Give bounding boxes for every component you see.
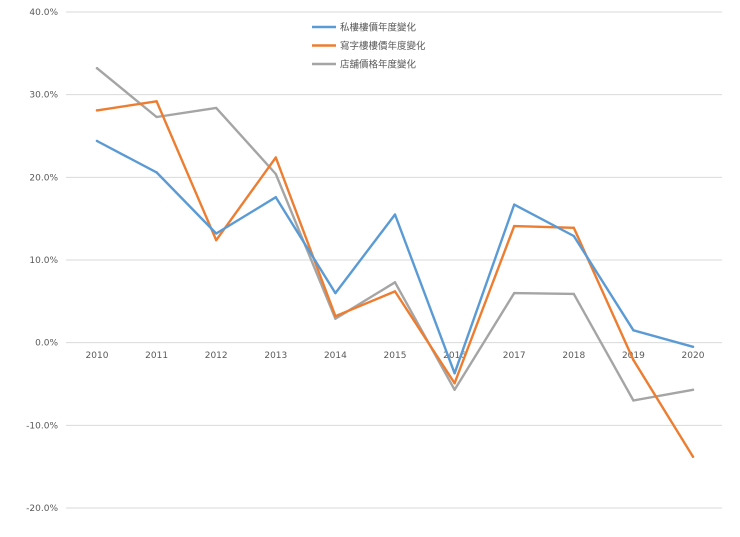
data-point (95, 67, 99, 70)
y-tick-label: 20.0% (29, 173, 58, 183)
x-tick-label: 2018 (562, 351, 585, 361)
y-tick-label: -10.0% (26, 421, 58, 431)
data-point (572, 292, 575, 296)
x-tick-label: 2010 (86, 351, 109, 361)
y-tick-label: 10.0% (29, 256, 58, 266)
x-axis-tick-labels: 2010 2011 2012 2013 2014 2015 2016 2017 2018 2019… (86, 351, 705, 361)
data-point (453, 388, 456, 391)
x-tick-label: 2019 (622, 351, 645, 361)
data-point (572, 234, 575, 238)
x-tick-label: 2016 (443, 351, 466, 361)
data-point (393, 281, 397, 284)
legend-label: 寫字樓樓價年度變化 (340, 40, 426, 52)
x-tick-label: 2012 (205, 351, 228, 361)
data-point (632, 399, 635, 402)
data-point (95, 139, 99, 143)
data-point (632, 358, 635, 362)
y-tick-label: 30.0% (29, 91, 58, 101)
legend-label: 店舖價格年度變化 (340, 59, 417, 71)
data-point (513, 291, 516, 295)
data-point (691, 388, 695, 391)
y-tick-label: -20.0% (26, 504, 58, 514)
x-tick-label: 2011 (145, 351, 168, 361)
data-point (334, 315, 337, 318)
data-point (334, 317, 337, 320)
data-point (513, 203, 516, 206)
data-point (215, 106, 218, 110)
data-point (632, 329, 635, 332)
data-point (215, 238, 218, 242)
data-point (274, 172, 277, 176)
series-line-1 (95, 139, 695, 375)
data-point (393, 290, 397, 293)
x-tick-label: 2014 (324, 351, 347, 361)
data-point (393, 213, 397, 216)
y-tick-label: 40.0% (29, 8, 58, 18)
data-point (274, 195, 277, 199)
data-point (334, 291, 337, 295)
series-line-2 (95, 100, 695, 458)
data-point (453, 372, 456, 375)
data-point (513, 224, 516, 228)
data-point (572, 226, 575, 229)
x-tick-label: 2017 (503, 351, 526, 361)
data-point (691, 345, 695, 348)
y-tick-label: 0.0% (35, 339, 58, 349)
data-point (155, 115, 158, 119)
gridlines (66, 11, 722, 509)
x-tick-label: 2020 (682, 351, 705, 361)
series-lines (95, 66, 695, 458)
y-axis-tick-labels: 40.0% 30.0% 20.0% 10.0% 0.0% -10.0% -20.0% (26, 8, 58, 514)
data-point (453, 381, 456, 385)
data-point (155, 171, 158, 174)
data-point (215, 232, 218, 235)
x-tick-label: 2013 (264, 351, 287, 361)
data-point (274, 156, 277, 159)
data-point (95, 109, 99, 112)
legend-label: 私樓樓價年度變化 (340, 22, 417, 34)
data-point (155, 100, 158, 103)
data-point (691, 455, 695, 458)
x-tick-label: 2015 (384, 351, 407, 361)
